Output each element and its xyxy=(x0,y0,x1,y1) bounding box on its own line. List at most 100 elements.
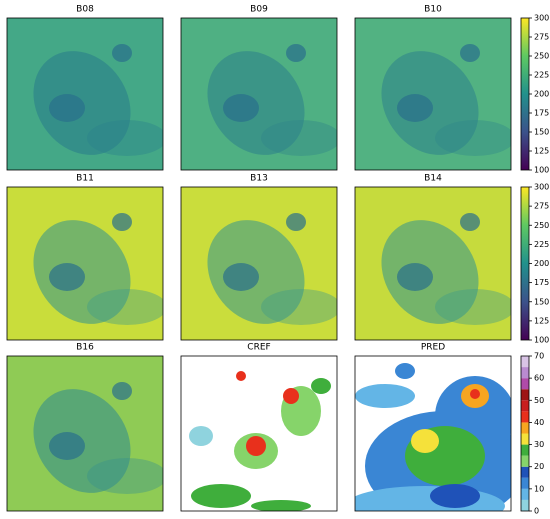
cloud xyxy=(112,44,132,62)
tick-label: 200 xyxy=(534,259,549,268)
tick-label: 40 xyxy=(534,418,544,427)
echo xyxy=(395,363,415,379)
tick-label: 225 xyxy=(534,240,549,249)
cloud xyxy=(49,263,85,291)
tick-label: 70 xyxy=(534,352,544,361)
tick-label: 175 xyxy=(534,109,549,118)
cloud xyxy=(223,263,259,291)
tick-label: 200 xyxy=(534,90,549,99)
tick-label: 125 xyxy=(534,147,549,156)
tick-label: 275 xyxy=(534,33,549,42)
colorbar-frame xyxy=(520,355,530,512)
colorbar xyxy=(521,18,529,170)
panel-frame xyxy=(180,17,338,171)
panel-frame xyxy=(180,355,338,512)
cloud xyxy=(87,458,163,494)
tick-label: 125 xyxy=(534,316,549,325)
colorbar-band xyxy=(521,411,529,423)
tick-label: 0 xyxy=(534,507,539,516)
panel-image xyxy=(181,356,337,511)
panel-image xyxy=(7,187,163,340)
panel-title: B11 xyxy=(76,174,94,184)
cloud xyxy=(87,120,163,156)
panel-title: PRED xyxy=(421,343,445,353)
cloud xyxy=(112,213,132,231)
cloud xyxy=(435,289,511,325)
echo xyxy=(189,426,213,446)
colorbar-band xyxy=(521,356,529,368)
panel-frame xyxy=(6,355,164,512)
cloud xyxy=(286,213,306,231)
cloud xyxy=(261,120,337,156)
echo xyxy=(311,378,331,394)
tick-label: 175 xyxy=(534,278,549,287)
tick-label: 30 xyxy=(534,440,544,449)
panel-title: B13 xyxy=(250,174,268,184)
tick-label: 300 xyxy=(534,183,549,192)
echo xyxy=(246,436,266,456)
cloud xyxy=(397,263,433,291)
echo xyxy=(236,371,246,381)
panel-image xyxy=(181,187,337,340)
echo xyxy=(283,388,299,404)
panel-frame xyxy=(6,17,164,171)
panel-title: B14 xyxy=(424,174,442,184)
echo xyxy=(470,389,480,399)
cloud xyxy=(87,289,163,325)
tick-label: 250 xyxy=(534,52,549,61)
cloud xyxy=(435,120,511,156)
colorbar-band xyxy=(521,400,529,412)
colorbar-band xyxy=(521,378,529,390)
cloud xyxy=(397,94,433,122)
colorbar-band xyxy=(521,422,529,434)
tick-label: 225 xyxy=(534,71,549,80)
tick-label: 60 xyxy=(534,374,544,383)
echo xyxy=(251,500,311,511)
cloud xyxy=(223,94,259,122)
cloud xyxy=(112,382,132,400)
colorbar-band xyxy=(521,477,529,489)
colorbar-band xyxy=(521,433,529,445)
cloud xyxy=(460,213,480,231)
cloud xyxy=(49,432,85,460)
colorbar-band xyxy=(521,455,529,467)
tick-label: 300 xyxy=(534,14,549,23)
tick-label: 150 xyxy=(534,297,549,306)
cloud xyxy=(286,44,306,62)
cloud xyxy=(460,44,480,62)
echo xyxy=(191,484,251,508)
cloud xyxy=(49,94,85,122)
echo xyxy=(355,384,415,408)
panel-image xyxy=(7,18,163,170)
panel-frame xyxy=(354,355,512,512)
panel-image xyxy=(355,18,511,170)
tick-label: 100 xyxy=(534,166,549,175)
panel-title: B16 xyxy=(76,343,94,353)
tick-label: 10 xyxy=(534,484,544,493)
colorbar-band xyxy=(521,444,529,456)
panel-frame xyxy=(354,17,512,171)
tick-label: 100 xyxy=(534,336,549,345)
tick-label: 275 xyxy=(534,202,549,211)
tick-label: 250 xyxy=(534,221,549,230)
panel-title: B10 xyxy=(424,5,442,15)
panel-image xyxy=(355,187,511,340)
panel-image xyxy=(7,356,163,511)
colorbar-band xyxy=(521,466,529,478)
panel-frame xyxy=(180,186,338,341)
cloud xyxy=(261,289,337,325)
tick-label: 50 xyxy=(534,396,544,405)
colorbar-band xyxy=(521,499,529,511)
panel-image xyxy=(355,356,511,511)
panel-title: B09 xyxy=(250,5,268,15)
echo xyxy=(430,484,480,508)
tick-label: 20 xyxy=(534,462,544,471)
tick-label: 150 xyxy=(534,128,549,137)
panel-image xyxy=(181,18,337,170)
panel-frame xyxy=(354,186,512,341)
colorbar-band xyxy=(521,488,529,500)
colorbar-band xyxy=(521,367,529,379)
panel-frame xyxy=(6,186,164,341)
panel-title: CREF xyxy=(247,343,270,353)
